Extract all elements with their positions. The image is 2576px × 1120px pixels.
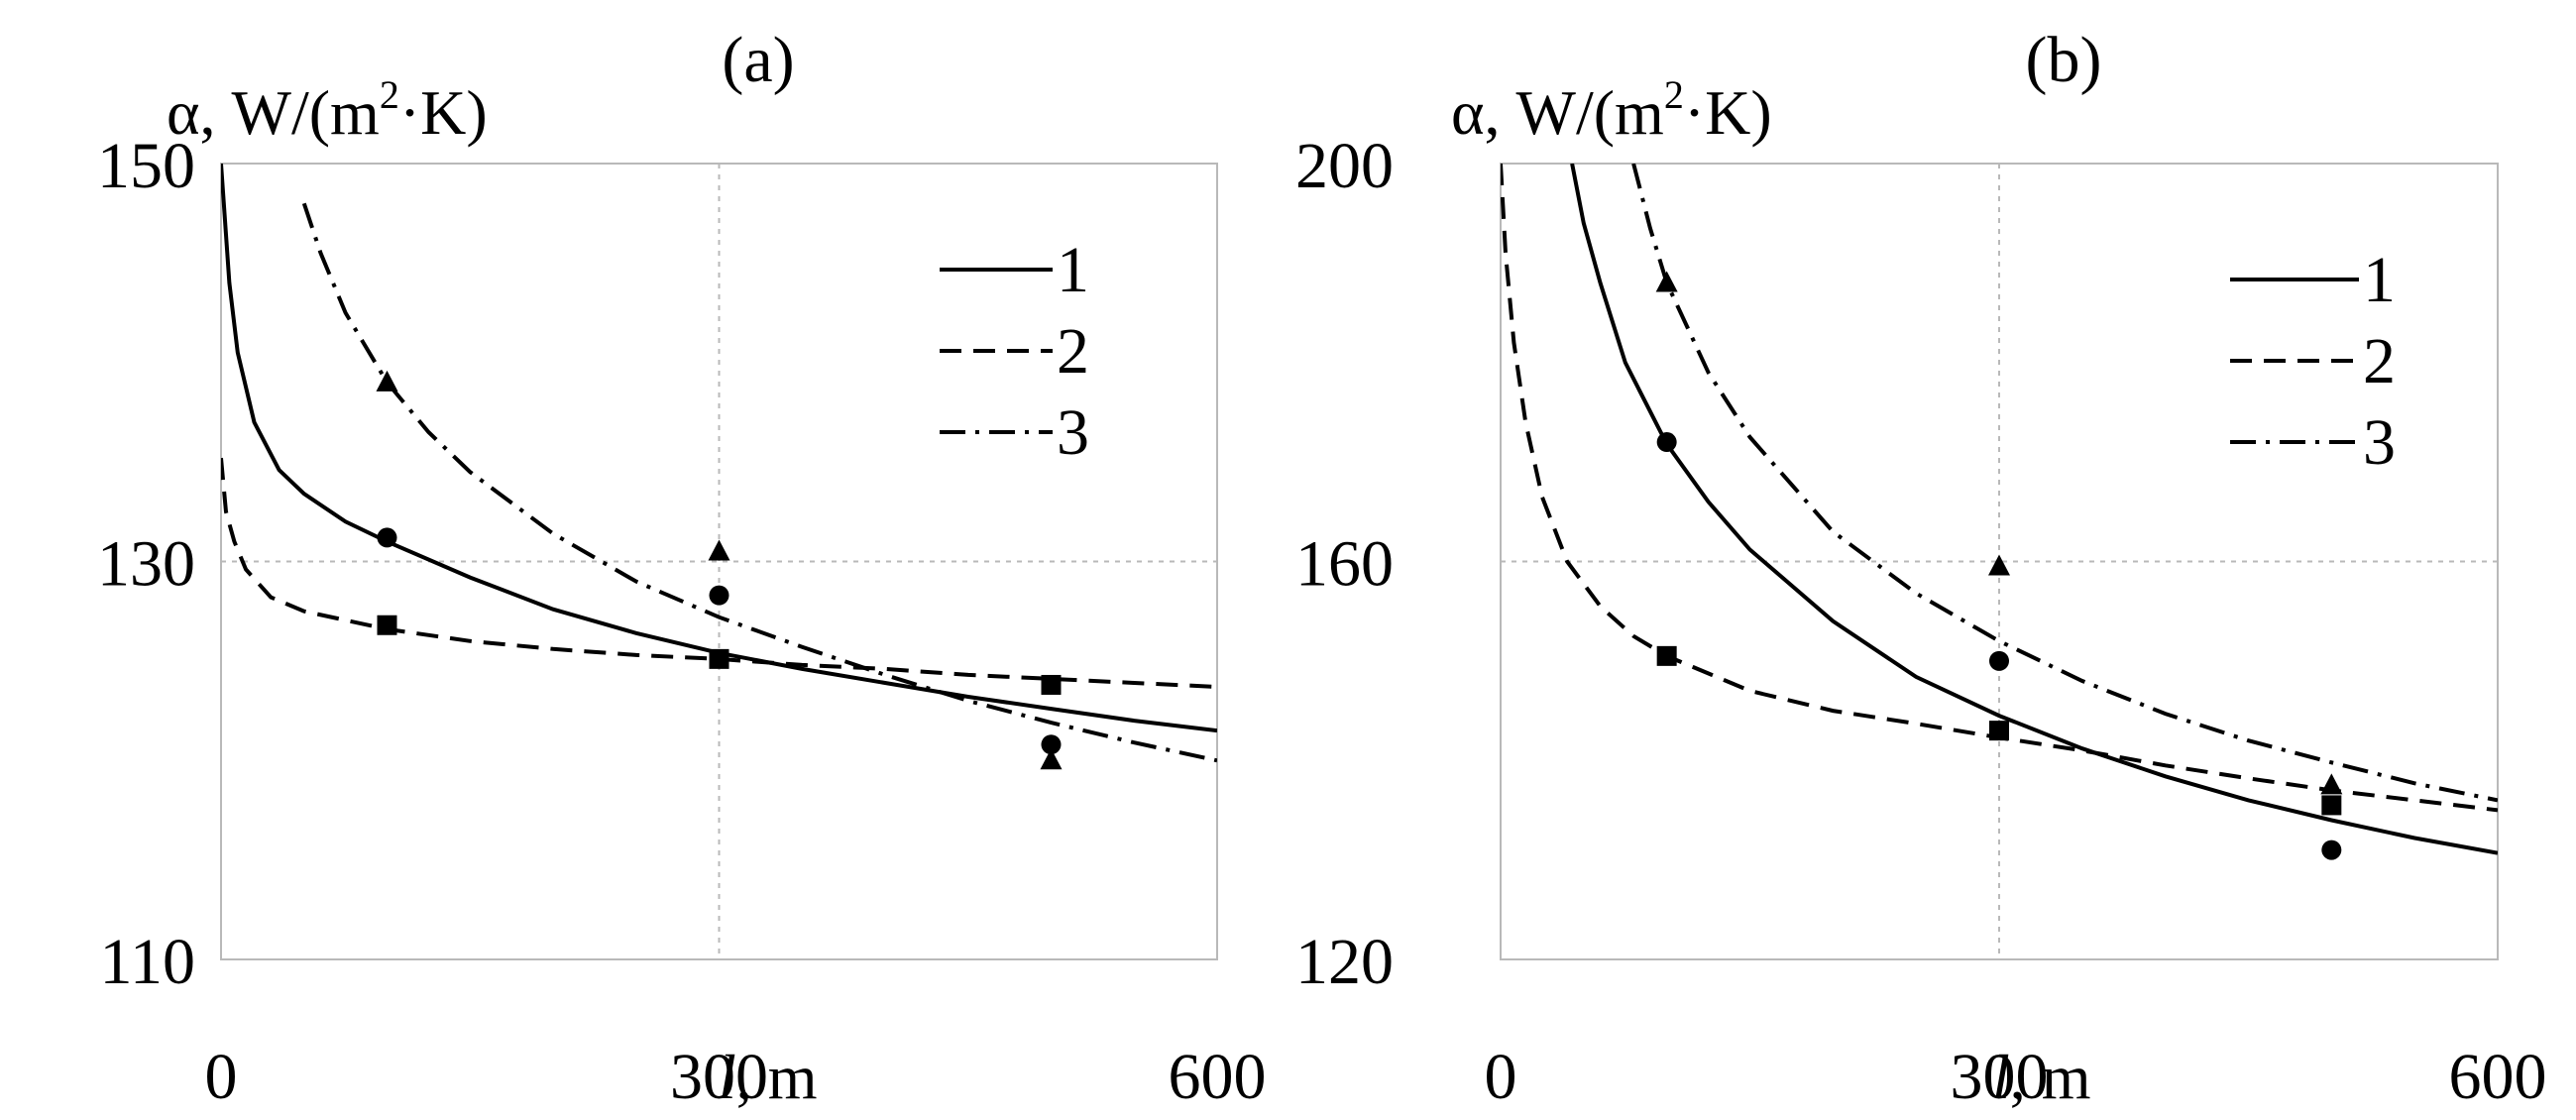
series-3-point-triangle [376,370,398,392]
y-tick-label: 200 [1295,130,1394,202]
legend-label-2: 2 [1057,315,1089,388]
series-1-point-circle [1041,734,1062,755]
y-axis-title-suffix: ·K) [1684,77,1772,148]
series-1-line [1570,164,2498,855]
series-3-point-triangle [708,539,730,561]
series-2-point-square [1989,721,2009,741]
series-3-point-triangle [1040,748,1063,770]
series-3-line [301,202,1217,763]
series-2-point-square [2321,795,2342,816]
x-tick-label: 300 [1951,1041,2049,1113]
series-1-point-circle [377,527,397,548]
series-1-point-circle [1989,650,2009,671]
x-axis-title-variable: l [1992,1042,2010,1112]
y-axis-title: α, W/(m2·K) [1451,72,1772,148]
series-1-line [221,164,1217,733]
series-3-point-triangle [1655,271,1678,292]
y-axis-title-suffix: ·K) [399,77,488,148]
y-axis-title-prefix: α, W/(m [1451,77,1664,148]
series-2-point-square [1656,645,1677,666]
series-2-line [221,457,1217,689]
y-axis-title-superscript: 2 [380,72,399,117]
series-2-point-square [377,615,397,635]
series-3-point-triangle [1988,554,2010,576]
x-tick-label: 0 [205,1041,238,1113]
x-tick-label: 300 [670,1041,768,1113]
x-axis-title: l, m [1992,1042,2091,1112]
series-3-point-triangle [2320,773,2343,795]
y-tick-label: 160 [1295,528,1394,601]
y-axis-title-superscript: 2 [1664,72,1684,117]
y-tick-label: 150 [97,130,195,202]
x-axis-title-unit: , m [736,1042,818,1112]
series-1-point-circle [709,585,729,606]
series-3-line [1631,164,2498,803]
legend-label-3: 3 [1057,396,1089,469]
y-axis-title-prefix: α, W/(m [167,77,380,148]
legend-label-1: 1 [1057,234,1089,306]
x-tick-label: 600 [1169,1041,1267,1113]
legend-label-3: 3 [2363,406,2396,479]
y-axis-title: α, W/(m2·K) [167,72,488,148]
legend-label-2: 2 [2363,325,2396,397]
x-axis-title-unit: , m [2010,1042,2091,1112]
panel-label: (a) [722,24,794,96]
y-tick-label: 130 [97,528,195,601]
series-2-point-square [1041,674,1062,695]
x-tick-label: 600 [2449,1041,2547,1113]
legend-label-1: 1 [2363,244,2396,316]
series-2-point-square [709,648,729,669]
x-tick-label: 0 [1485,1041,1517,1113]
x-axis-title-variable: l [719,1042,736,1112]
panel-label: (b) [2026,24,2102,96]
x-axis-title: l, m [719,1042,818,1112]
series-1-point-circle [2321,840,2342,860]
series-1-point-circle [1656,432,1677,453]
y-tick-label: 120 [1295,926,1394,998]
y-tick-label: 110 [99,926,195,998]
